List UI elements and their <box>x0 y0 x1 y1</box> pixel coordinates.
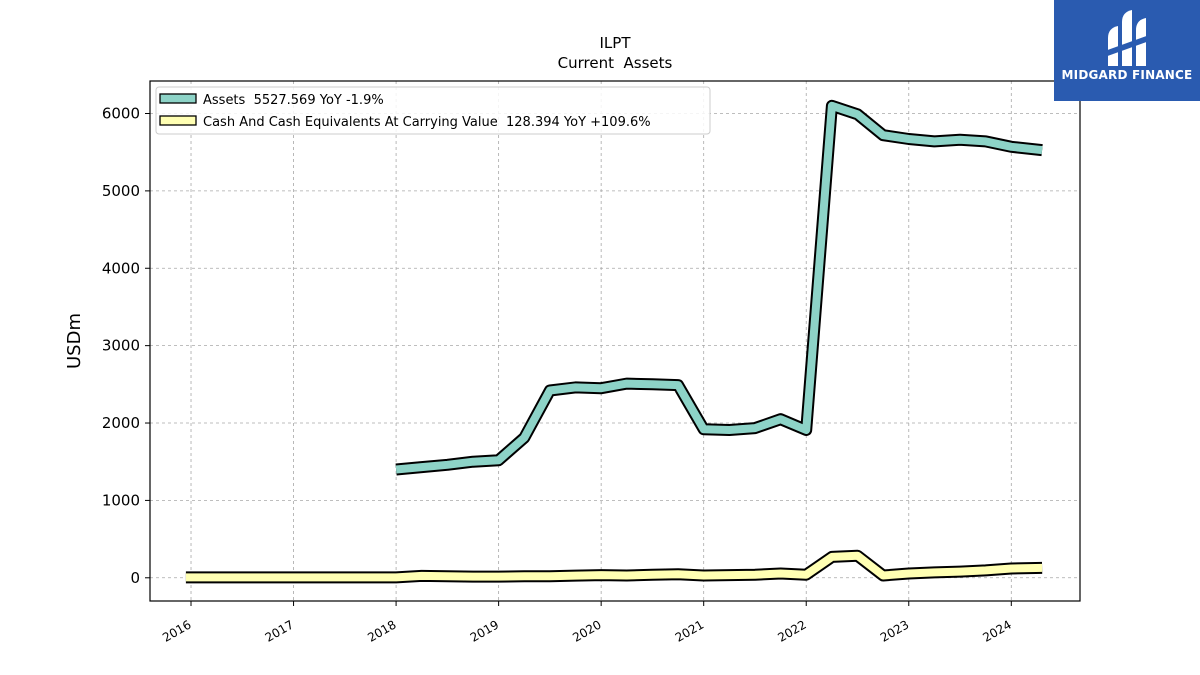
x-tick-label: 2022 <box>775 617 808 644</box>
x-tick-label: 2019 <box>468 617 501 644</box>
brand-logo: MIDGARD FINANCE <box>1054 0 1200 101</box>
legend-label-assets: Assets 5527.569 YoY -1.9% <box>203 93 384 108</box>
y-tick-label: 4000 <box>102 259 140 277</box>
midgard-logo-icon <box>1102 10 1152 66</box>
y-tick-label: 3000 <box>102 337 140 355</box>
assets-line-outline <box>395 99 1043 476</box>
x-tick-label: 2021 <box>673 617 706 644</box>
legend-swatch-cash <box>159 115 197 126</box>
y-axis-label: USDm <box>64 313 85 369</box>
legend-label-cash: Cash And Cash Equivalents At Carrying Va… <box>203 115 651 130</box>
brand-name: MIDGARD FINANCE <box>1061 68 1193 82</box>
y-tick-label: 1000 <box>102 491 140 509</box>
x-tick-label: 2023 <box>878 617 911 644</box>
y-tick-label: 6000 <box>102 105 140 123</box>
chart-subtitle: Current Assets <box>558 54 673 72</box>
cash-line <box>185 551 1043 582</box>
series-layer <box>185 99 1043 584</box>
x-tick-label: 2016 <box>160 617 193 644</box>
x-tick-label: 2018 <box>365 617 398 644</box>
legend-box <box>155 86 711 135</box>
plot-frame <box>149 80 1081 602</box>
x-tick-label: 2024 <box>980 617 1013 644</box>
y-tick-label: 2000 <box>102 414 140 432</box>
y-tick-label: 0 <box>130 569 140 587</box>
legend-swatch-assets <box>159 93 197 104</box>
assets-line <box>395 101 1043 474</box>
legend: Assets 5527.569 YoY -1.9% Cash And Cash … <box>155 86 711 135</box>
y-tick-label: 5000 <box>102 182 140 200</box>
x-tick-label: 2020 <box>570 617 603 644</box>
grid <box>150 81 1080 601</box>
chart-title: ILPT <box>600 34 632 52</box>
x-tick-label: 2017 <box>263 617 296 644</box>
